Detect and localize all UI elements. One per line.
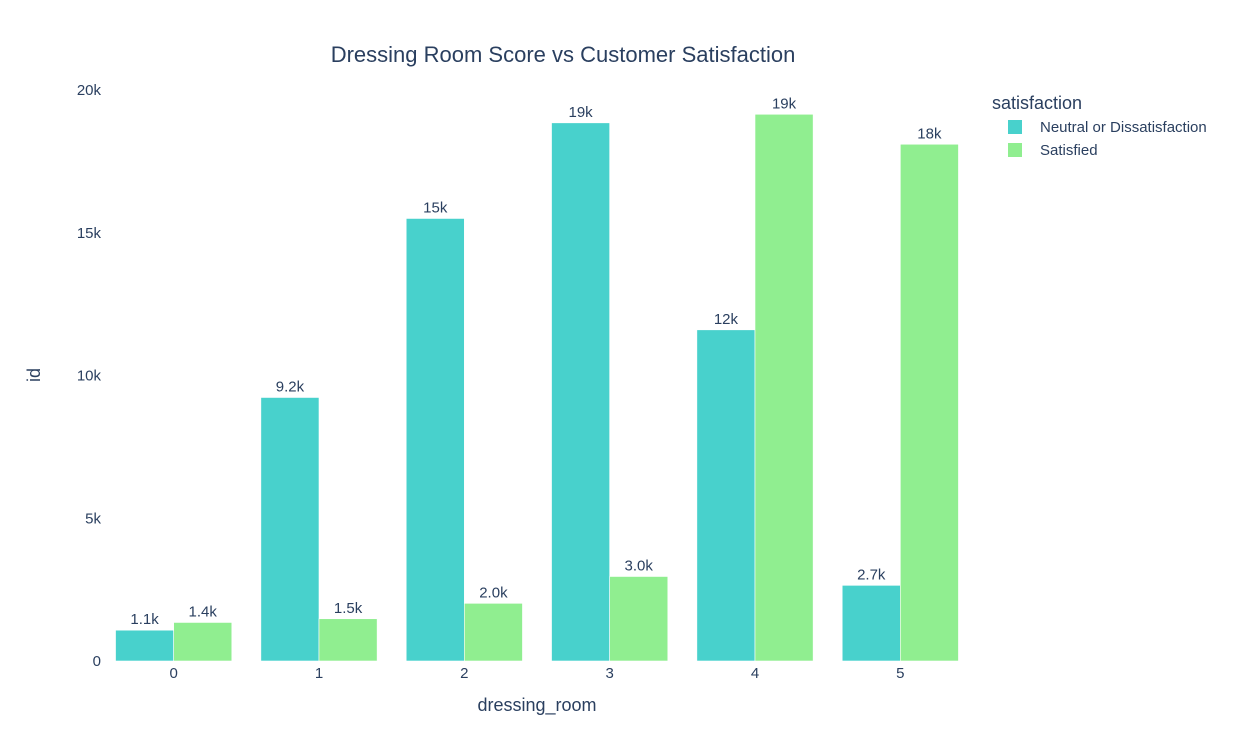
y-tick-label: 20k	[77, 82, 102, 99]
legend-swatch	[1008, 143, 1022, 157]
bar-series-1-category-2[interactable]	[464, 603, 523, 662]
bar-series-0-category-3[interactable]	[551, 122, 610, 662]
bar-series-0-category-0[interactable]	[115, 629, 174, 662]
bar-series-0-category-2[interactable]	[405, 218, 465, 662]
data-label: 19k	[569, 104, 594, 121]
bar-series-1-category-5[interactable]	[900, 143, 959, 662]
bar-series-0-category-1[interactable]	[260, 397, 320, 662]
plot-area: 1.1k 9.2k 15k 19k 12k 2.7k 1.4k 1.5k 2.0k 3.0k 19k…	[115, 95, 959, 662]
data-label: 15k	[423, 199, 448, 216]
bar-series-0-category-5[interactable]	[841, 585, 901, 662]
y-tick-label: 0	[93, 653, 101, 670]
legend-item[interactable]: Satisfied	[1008, 142, 1098, 159]
data-label: 1.1k	[130, 611, 159, 628]
legend-item[interactable]: Neutral or Dissatisfaction	[1008, 119, 1207, 136]
bar-series-1-category-3[interactable]	[609, 576, 669, 662]
y-tick-label: 5k	[85, 510, 101, 527]
data-label: 1.5k	[334, 600, 363, 617]
data-label: 18k	[917, 125, 942, 142]
y-tick-label: 15k	[77, 225, 102, 242]
legend-label: Neutral or Dissatisfaction	[1040, 119, 1207, 136]
data-label: 3.0k	[625, 557, 654, 574]
bar-series-0-category-4[interactable]	[696, 329, 756, 662]
bar-series-1-category-4[interactable]	[754, 113, 814, 662]
x-tick-label: 1	[315, 665, 323, 682]
legend-swatch	[1008, 120, 1022, 134]
x-tick-label: 3	[605, 665, 613, 682]
legend-label: Satisfied	[1040, 142, 1098, 159]
x-tick-label: 2	[460, 665, 468, 682]
data-label: 2.7k	[857, 566, 886, 583]
bar-series-1-category-1[interactable]	[318, 618, 378, 662]
y-axis-title: id	[24, 368, 44, 382]
data-label: 1.4k	[189, 603, 218, 620]
y-axis: 0 5k 10k 15k 20k	[77, 82, 102, 670]
legend: satisfaction Neutral or Dissatisfaction S…	[992, 93, 1207, 159]
y-tick-label: 10k	[77, 368, 102, 385]
x-axis: 0 1 2 3 4 5	[169, 665, 904, 682]
bar-series-1-category-0[interactable]	[173, 622, 233, 662]
legend-title: satisfaction	[992, 93, 1082, 113]
x-tick-label: 4	[751, 665, 759, 682]
data-label: 12k	[714, 311, 739, 328]
x-tick-label: 5	[896, 665, 904, 682]
data-label: 2.0k	[479, 584, 508, 601]
x-axis-title: dressing_room	[477, 695, 596, 716]
chart-title: Dressing Room Score vs Customer Satisfac…	[331, 42, 796, 67]
data-label: 9.2k	[276, 378, 305, 395]
x-tick-label: 0	[169, 665, 177, 682]
data-label: 19k	[772, 95, 797, 112]
